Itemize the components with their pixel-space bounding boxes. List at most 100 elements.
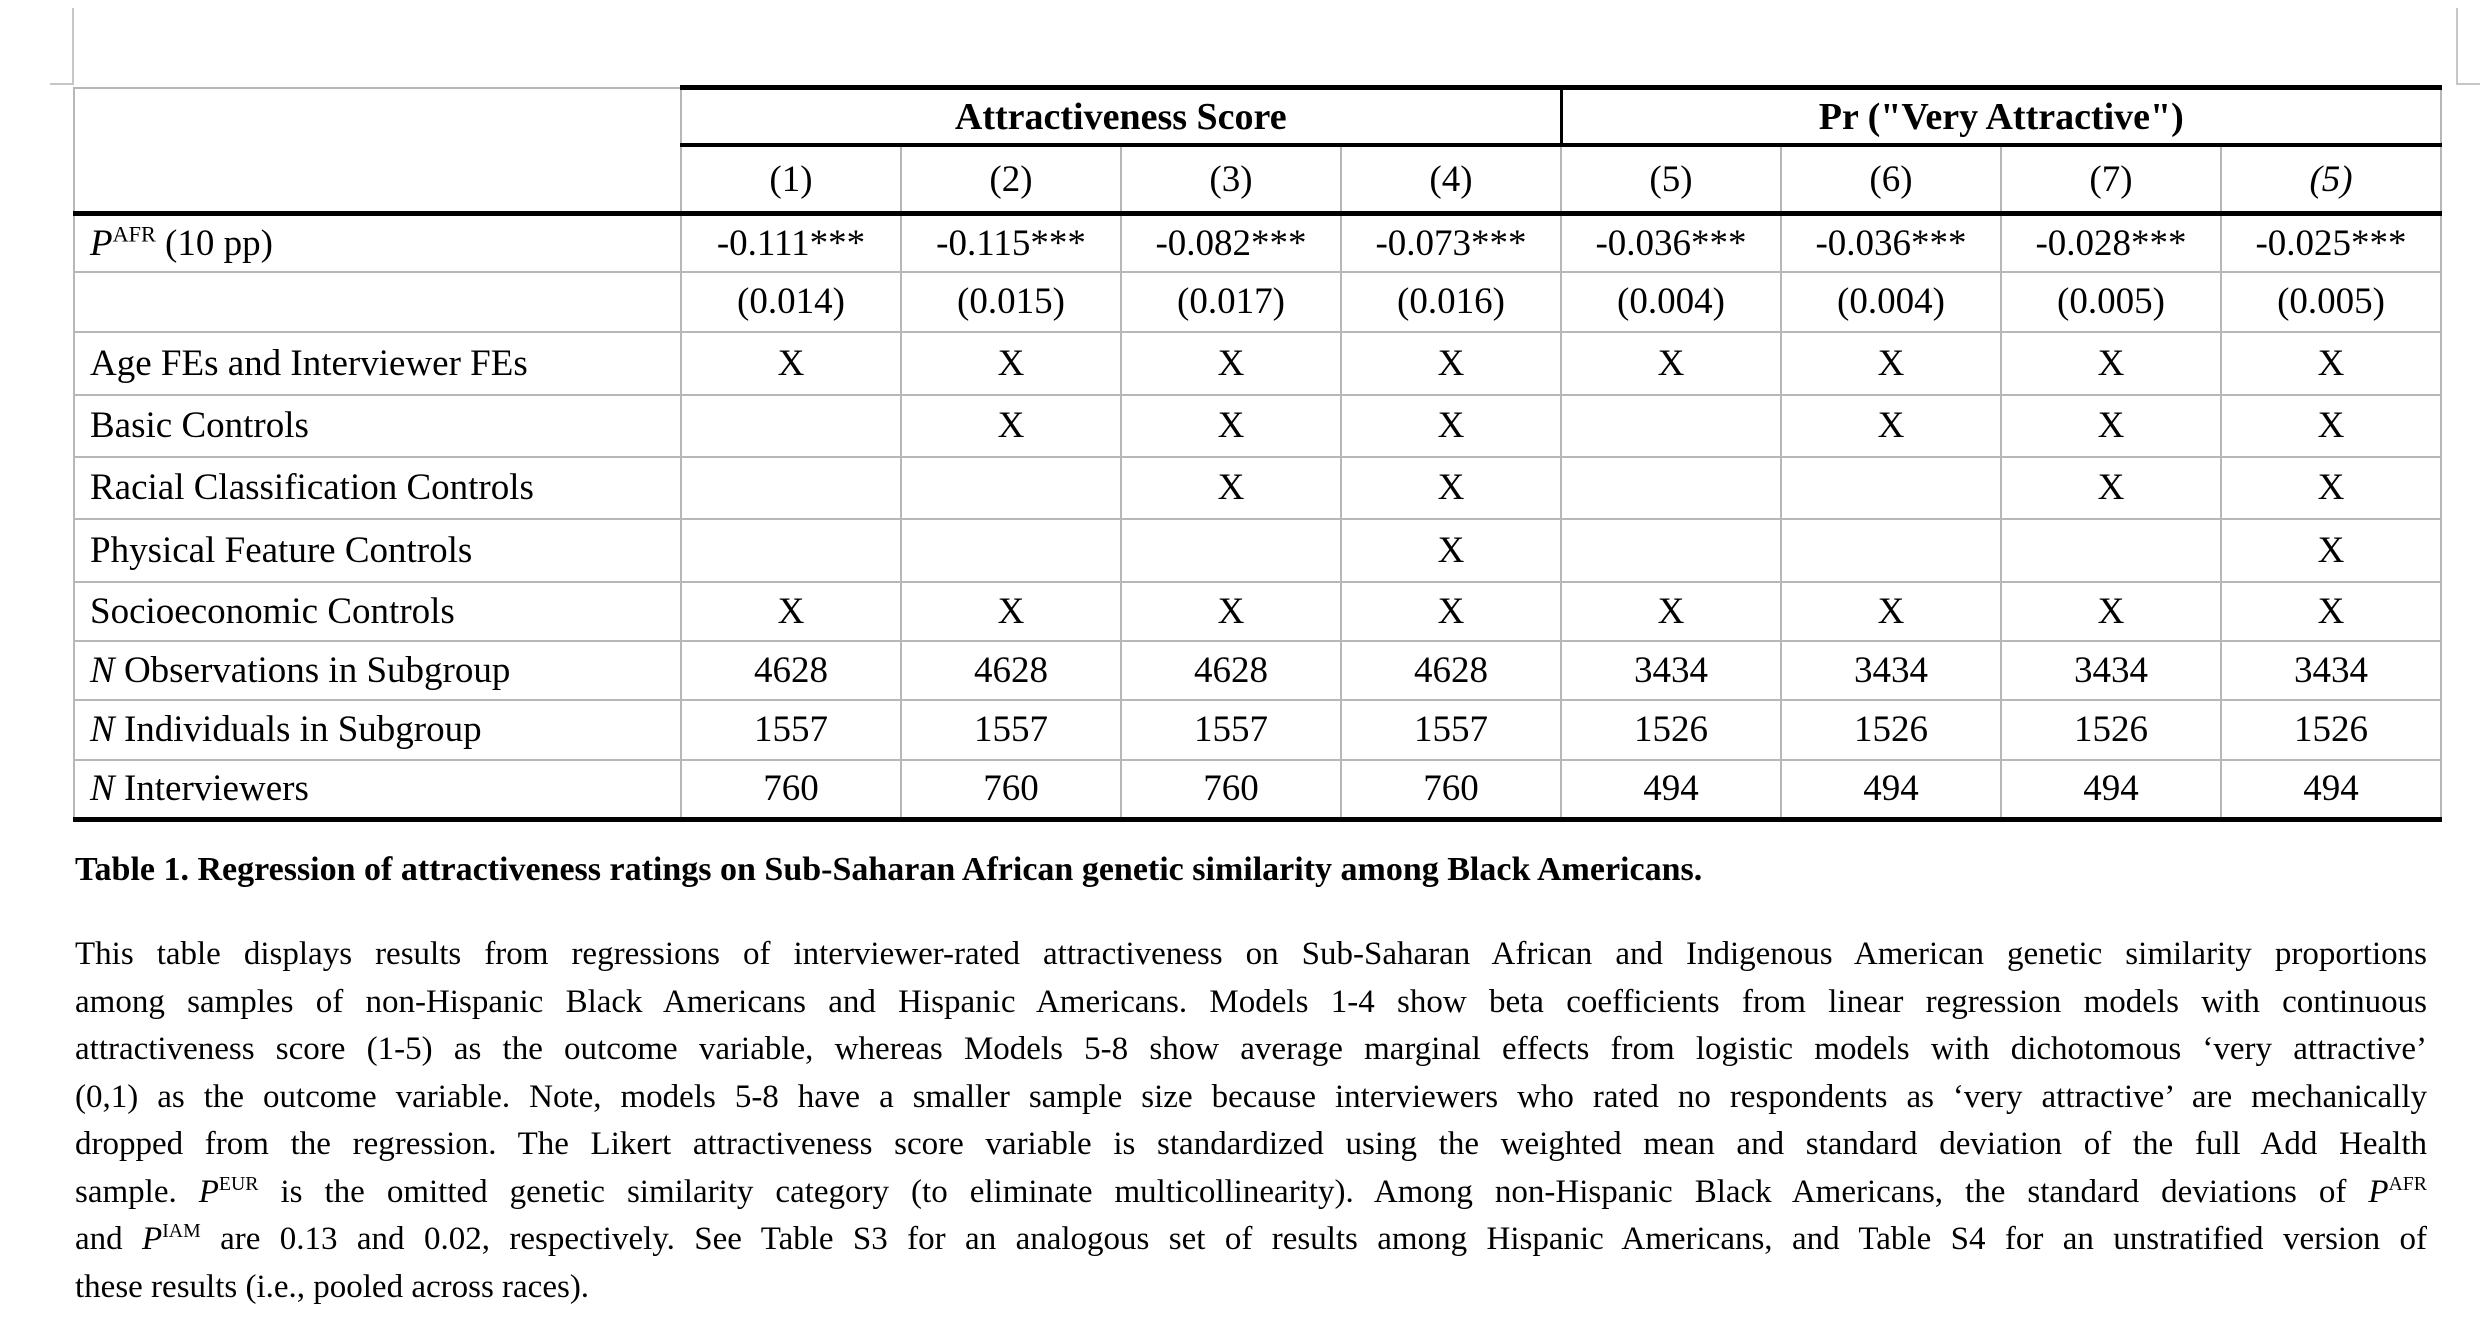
table-cell: -0.073***	[1340, 212, 1562, 273]
caption-line: and PIAM are 0.13 and 0.02, respectively…	[75, 1216, 2427, 1264]
text-run: (10 pp)	[155, 222, 273, 264]
table-cell: -0.115***	[900, 212, 1122, 273]
table-cell: 1526	[2000, 698, 2222, 761]
row-n-observations: N Observations in Subgroup 4628 4628 4628 46…	[73, 639, 2443, 701]
column-number-header: (4)	[1340, 144, 1562, 216]
row-n-interviewers: N Interviewers 760 760 760 760 494 494 494 494	[73, 758, 2443, 822]
table-header: Attractiveness Score Pr ("Very Attractive…	[73, 85, 2443, 216]
caption-line: among samples of non-Hispanic Black Amer…	[75, 979, 2427, 1027]
table-cell: -0.025***	[2219, 212, 2443, 273]
table-cell: X	[1340, 580, 1562, 642]
table-cell: X	[2219, 455, 2443, 520]
table-cell: X	[1340, 393, 1562, 458]
table-cell: (0.004)	[1560, 270, 1782, 333]
table-cell: (0.017)	[1120, 270, 1342, 333]
table-cell	[1120, 517, 1342, 583]
table-cell: 494	[2000, 758, 2222, 822]
row-racial-classification-controls: Racial Classification Controls X X X X	[73, 455, 2443, 520]
table-cell: X	[1780, 580, 2002, 642]
column-number-header: (6)	[1780, 144, 2002, 216]
table-cell: X	[1340, 330, 1562, 396]
text-run: Basic Controls	[90, 405, 309, 446]
text-run: these results (i.e., pooled across races…	[75, 1268, 590, 1305]
table-cell: 4628	[1340, 639, 1562, 701]
row-physical-feature-controls: Physical Feature Controls X X	[73, 517, 2443, 583]
table-cell: X	[1120, 580, 1342, 642]
text-run: N	[90, 768, 115, 810]
margin-guide-top-right-horizontal	[2458, 83, 2480, 85]
table-cell: 1526	[1780, 698, 2002, 761]
table-cell: X	[680, 580, 902, 642]
text-run: P	[198, 1173, 219, 1210]
text-run: IAM	[162, 1220, 201, 1242]
table-cell	[680, 455, 902, 520]
column-number-header: (2)	[900, 144, 1122, 216]
table-cell: 3434	[2219, 639, 2443, 701]
table-cell: 3434	[1560, 639, 1782, 701]
caption-line: attractiveness score (1-5) as the outcom…	[75, 1026, 2427, 1074]
text-run: EUR	[218, 1172, 259, 1195]
text-run: attractiveness score (1-5) as the outcom…	[75, 1031, 2427, 1067]
row-label: N Observations in Subgroup	[73, 639, 682, 701]
column-number-header: (1)	[680, 144, 902, 216]
table-corner-cell	[73, 86, 682, 216]
table-cell: X	[680, 330, 902, 396]
text-run: Age FEs and Interviewer FEs	[90, 342, 528, 384]
row-basic-controls: Basic Controls X X X X X X	[73, 393, 2443, 458]
text-run: P	[2368, 1173, 2389, 1210]
text-run: N	[90, 709, 115, 750]
table-cell: (0.005)	[2219, 270, 2443, 333]
table-cell: X	[1340, 455, 1562, 520]
table-caption-body: This table displays results from regress…	[75, 931, 2427, 1311]
regression-table: Attractiveness Score Pr ("Very Attractive…	[73, 85, 2443, 822]
margin-guide-top-left-vertical	[72, 8, 74, 85]
row-label	[73, 270, 682, 333]
text-run: among samples of non-Hispanic Black Amer…	[75, 983, 2427, 1020]
table-cell	[900, 455, 1122, 520]
table-cell	[1560, 517, 1782, 583]
row-label: Basic Controls	[73, 393, 682, 458]
table-cell: (0.005)	[2000, 270, 2222, 333]
text-run: Individuals in Subgroup	[114, 709, 482, 750]
text-run: sample.	[75, 1173, 199, 1210]
caption-line: (0,1) as the outcome variable. Note, mod…	[75, 1074, 2427, 1122]
table-cell	[2000, 517, 2222, 583]
table-cell: 760	[680, 758, 902, 822]
table-cell: X	[2219, 393, 2443, 458]
table-cell: X	[2000, 393, 2222, 458]
row-label: Age FEs and Interviewer FEs	[73, 330, 682, 396]
table-caption-title: Table 1. Regression of attractiveness ra…	[75, 851, 1703, 888]
row-coefficient-p-afr: PAFR (10 pp) -0.111*** -0.115*** -0.082*** -…	[73, 212, 2443, 273]
column-number-header: (3)	[1120, 144, 1342, 216]
table-cell: 1526	[2219, 698, 2443, 761]
text-run: N	[90, 649, 115, 691]
table-cell: 760	[900, 758, 1122, 822]
table-cell: 760	[1340, 758, 1562, 822]
column-group-header: Pr ("Very Attractive")	[1559, 85, 2443, 147]
row-label: Racial Classification Controls	[73, 455, 682, 520]
text-run: is the omitted genetic similarity catego…	[258, 1173, 2369, 1210]
text-run: are 0.13 and 0.02, respectively. See Tab…	[200, 1221, 2427, 1257]
text-run: (0,1) as the outcome variable. Note, mod…	[75, 1078, 2427, 1115]
table-cell: X	[2000, 580, 2222, 642]
table-cell: X	[1560, 330, 1782, 396]
table-cell: X	[1120, 393, 1342, 458]
table-cell: 1557	[680, 698, 902, 761]
text-run: Observations in Subgroup	[114, 649, 511, 691]
table-cell: X	[1560, 580, 1782, 642]
table-cell: X	[2219, 517, 2443, 583]
row-label: PAFR (10 pp)	[73, 212, 682, 273]
table-cell	[1560, 393, 1782, 458]
row-standard-errors: (0.014) (0.015) (0.017) (0.016) (0.004) (0.00…	[73, 270, 2443, 333]
table-cell: X	[900, 393, 1122, 458]
table-cell: 494	[1780, 758, 2002, 822]
table-cell	[680, 393, 902, 458]
column-number-row: (1) (2) (3) (4) (5) (6) (7) (5)	[74, 144, 2443, 216]
text-run: Socioeconomic Controls	[90, 590, 455, 632]
table-cell: 3434	[2000, 639, 2222, 701]
table-cell: (0.015)	[900, 270, 1122, 333]
text-run: P	[90, 222, 113, 264]
text-run: AFR	[2388, 1172, 2427, 1195]
column-number-header: (5)	[1560, 144, 1782, 216]
